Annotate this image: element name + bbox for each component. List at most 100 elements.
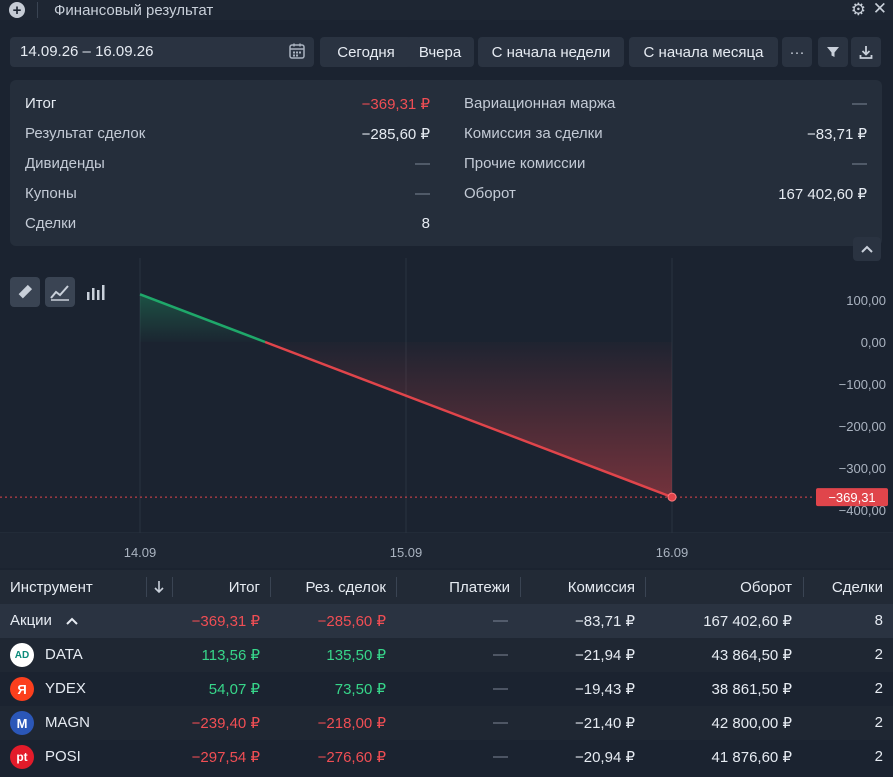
row-ticker: POSI [45, 748, 81, 765]
summary-dividends-label: Дивиденды [25, 155, 105, 172]
close-icon[interactable]: ✕ [872, 0, 887, 18]
col-deals-count[interactable]: Сделки [831, 579, 883, 596]
row-ticker: DATA [45, 646, 83, 663]
x-axis-band [0, 533, 893, 568]
yesterday-button[interactable]: Вчера [406, 37, 474, 67]
calendar-icon[interactable] [288, 42, 306, 60]
more-button[interactable]: ··· [782, 37, 812, 67]
summary-trades-value: 8 [421, 215, 430, 232]
group-commission: −83,71 ₽ [574, 613, 635, 630]
col-divider [396, 577, 397, 597]
magn-logo-icon: M [10, 711, 34, 735]
row-deals-result: −218,00 ₽ [317, 715, 386, 732]
col-instrument[interactable]: Инструмент [10, 579, 93, 596]
col-divider [803, 577, 804, 597]
filter-button[interactable] [818, 37, 848, 67]
ruler-tool-button[interactable] [10, 277, 40, 307]
posi-logo-icon: pt [10, 745, 34, 769]
series-line-positive [139, 293, 266, 344]
table-row[interactable]: M MAGN −239,40 ₽ −218,00 ₽ — −21,40 ₽ 42… [0, 706, 893, 740]
col-divider [270, 577, 271, 597]
date-range-input[interactable]: 14.09.26 – 16.09.26 [10, 37, 314, 67]
pnl-chart[interactable]: 100,00 0,00 −100,00 −200,00 −300,00 −400,00 14… [0, 258, 893, 568]
summary-trade-commission-value: −83,71 ₽ [806, 126, 867, 143]
row-commission: −21,94 ₽ [574, 647, 635, 664]
col-commission[interactable]: Комиссия [567, 579, 635, 596]
line-chart-button[interactable] [45, 277, 75, 307]
collapse-summary-button[interactable] [853, 237, 881, 261]
x-tick-label: 16.09 [656, 545, 689, 560]
row-payments: — [493, 714, 508, 731]
row-turnover: 38 861,50 ₽ [711, 681, 792, 698]
summary-total-label: Итог [25, 95, 57, 112]
col-payments[interactable]: Платежи [449, 579, 510, 596]
row-turnover: 42 800,00 ₽ [711, 715, 792, 732]
window-title: Финансовый результат [54, 1, 214, 19]
group-total: −369,31 ₽ [191, 613, 260, 630]
summary-trades-label: Сделки [25, 215, 77, 232]
gear-icon[interactable]: ⚙ [850, 0, 866, 19]
row-commission: −19,43 ₽ [574, 681, 635, 698]
table-row[interactable]: Я YDEX 54,07 ₽ 73,50 ₽ — −19,43 ₽ 38 861… [0, 672, 893, 706]
summary-turnover-value: 167 402,60 ₽ [778, 186, 867, 203]
group-row-stocks[interactable]: Акции −369,31 ₽ −285,60 ₽ — −83,71 ₽ 167… [0, 604, 893, 638]
summary-coupons-value: — [415, 185, 430, 202]
row-deals-result: 73,50 ₽ [334, 681, 386, 698]
month-start-button[interactable]: С начала месяца [629, 37, 778, 67]
row-count: 2 [874, 680, 883, 697]
row-commission: −20,94 ₽ [574, 749, 635, 766]
summary-turnover-label: Оборот [464, 185, 516, 202]
y-tick-label: 100,00 [846, 293, 886, 308]
row-total: 54,07 ₽ [208, 681, 260, 698]
add-widget-icon[interactable]: + [9, 2, 25, 18]
last-value-tag [816, 488, 888, 507]
y-tick-label: −200,00 [839, 419, 886, 434]
bar-chart-button[interactable] [80, 277, 110, 307]
summary-coupons-label: Купоны [25, 185, 77, 202]
window-header: + Финансовый результат ⚙ ✕ [0, 0, 893, 20]
row-total: −239,40 ₽ [191, 715, 260, 732]
col-turnover[interactable]: Оборот [740, 579, 792, 596]
summary-total-value: −369,31 ₽ [361, 96, 430, 113]
row-ticker: YDEX [45, 680, 86, 697]
col-divider [172, 577, 173, 597]
chevron-up-icon [861, 245, 873, 253]
chevron-up-icon[interactable] [66, 617, 78, 625]
row-total: −297,54 ₽ [191, 749, 260, 766]
table-row[interactable]: AD DATA 113,56 ₽ 135,50 ₽ — −21,94 ₽ 43 … [0, 638, 893, 672]
last-point [667, 492, 677, 502]
col-total[interactable]: Итог [228, 579, 260, 596]
summary-deals-result-label: Результат сделок [25, 125, 146, 142]
week-start-button[interactable]: С начала недели [478, 37, 624, 67]
ydex-logo-icon: Я [10, 677, 34, 701]
row-payments: — [493, 646, 508, 663]
col-divider [146, 577, 147, 597]
col-divider [520, 577, 521, 597]
col-deals-result[interactable]: Рез. сделок [305, 579, 387, 596]
summary-other-commissions-value: — [852, 155, 867, 172]
today-button[interactable]: Сегодня [320, 37, 412, 67]
table-row[interactable]: pt POSI −297,54 ₽ −276,60 ₽ — −20,94 ₽ 4… [0, 740, 893, 774]
last-value-label: −369,31 [828, 490, 875, 505]
table-header: Инструмент Итог Рез. сделок Платежи Коми… [0, 570, 893, 604]
col-divider [645, 577, 646, 597]
group-deals-result: −285,60 ₽ [317, 613, 386, 630]
group-turnover: 167 402,60 ₽ [703, 613, 792, 630]
row-payments: — [493, 680, 508, 697]
sort-arrow-icon[interactable] [153, 580, 165, 594]
summary-other-commissions-label: Прочие комиссии [464, 155, 586, 172]
data-logo-icon: AD [10, 643, 34, 667]
summary-panel: Итог −369,31 ₽ Результат сделок −285,60 … [10, 80, 882, 246]
row-commission: −21,40 ₽ [574, 715, 635, 732]
ruler-icon [18, 284, 33, 299]
date-range-value: 14.09.26 – 16.09.26 [20, 43, 154, 60]
download-button[interactable] [851, 37, 881, 67]
x-tick-label: 14.09 [124, 545, 157, 560]
row-total: 113,56 ₽ [201, 647, 260, 664]
filter-icon [827, 47, 839, 57]
summary-variation-margin-label: Вариационная маржа [464, 95, 616, 112]
series-line-negative [264, 340, 673, 499]
group-name: Акции [10, 612, 52, 629]
y-tick-label: −400,00 [839, 503, 886, 518]
row-turnover: 43 864,50 ₽ [711, 647, 792, 664]
